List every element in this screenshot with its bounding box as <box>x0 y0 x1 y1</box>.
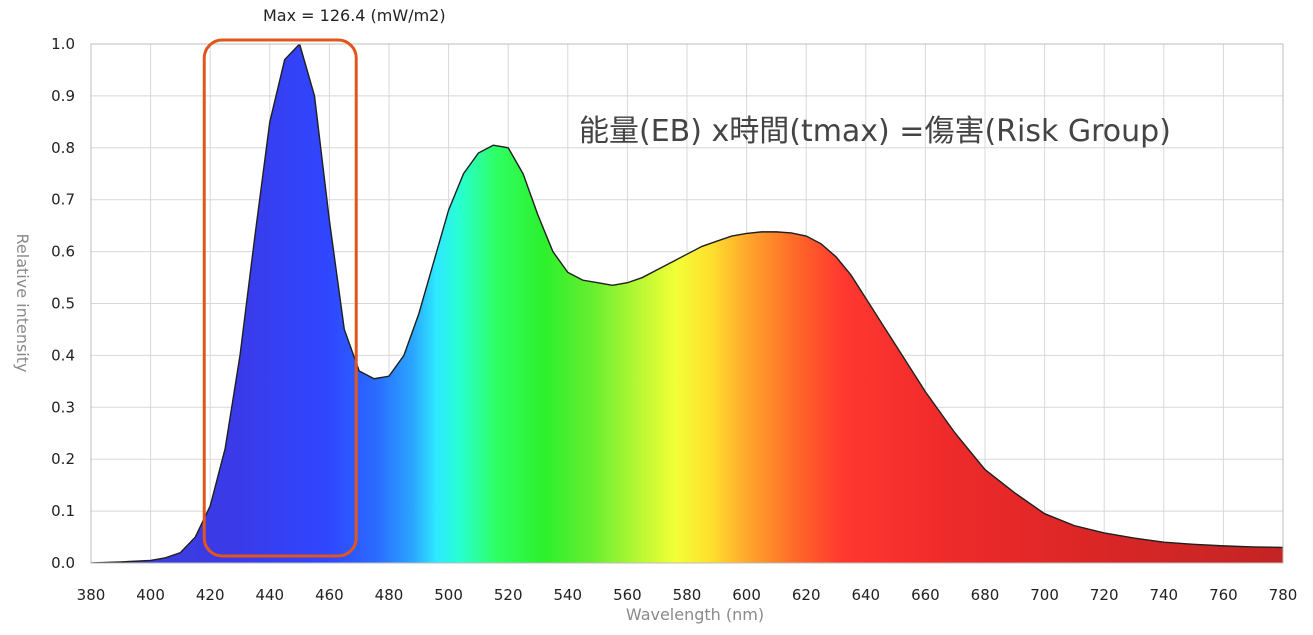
x-tick-label: 540 <box>553 586 582 604</box>
x-tick-label: 660 <box>911 586 940 604</box>
y-tick-label: 0.3 <box>51 398 75 416</box>
plot-border <box>90 43 1284 564</box>
x-tick-label: 740 <box>1149 586 1178 604</box>
y-tick-label: 1.0 <box>51 35 75 53</box>
spectrum-area <box>91 44 1283 563</box>
y-tick-label: 0.4 <box>51 346 75 364</box>
x-tick-label: 700 <box>1030 586 1059 604</box>
spectrum-line <box>91 44 1283 563</box>
x-tick-label: 520 <box>494 586 523 604</box>
x-tick-label: 760 <box>1209 586 1238 604</box>
x-tick-label: 680 <box>971 586 1000 604</box>
chart-title: Max = 126.4 (mW/m2) <box>263 6 446 25</box>
y-tick-label: 0.7 <box>51 191 75 209</box>
x-tick-labels: 380 400 420 440 460 480 500 520 540 560 580 600 620 6… <box>77 586 1298 604</box>
spectrum-area-layer <box>91 44 1283 563</box>
blue-light-highlight-box <box>202 38 358 558</box>
x-tick-label: 620 <box>792 586 821 604</box>
x-tick-label: 500 <box>434 586 463 604</box>
y-tick-label: 0.9 <box>51 87 75 105</box>
y-tick-labels: 0.0 0.1 0.2 0.3 0.4 0.5 0.6 0.7 0.8 0.9 1.0 <box>51 35 75 572</box>
x-tick-label: 560 <box>613 586 642 604</box>
y-tick-label: 0.5 <box>51 295 75 313</box>
x-tick-label: 400 <box>136 586 165 604</box>
x-tick-label: 600 <box>732 586 761 604</box>
chart-annotation: 能量(EB) x時間(tmax) =傷害(Risk Group) <box>579 114 1171 149</box>
x-tick-label: 480 <box>375 586 404 604</box>
y-tick-label: 0.6 <box>51 243 75 261</box>
x-tick-label: 440 <box>255 586 284 604</box>
x-tick-label: 380 <box>77 586 106 604</box>
plot-frame <box>90 43 1284 564</box>
y-tick-label: 0.1 <box>51 502 75 520</box>
x-axis-label: Wavelength (nm) <box>626 605 764 624</box>
y-tick-label: 0.0 <box>51 554 75 572</box>
x-tick-label: 580 <box>673 586 702 604</box>
x-tick-label: 420 <box>196 586 225 604</box>
x-tick-label: 460 <box>315 586 344 604</box>
x-tick-label: 720 <box>1090 586 1119 604</box>
y-tick-label: 0.8 <box>51 139 75 157</box>
y-tick-label: 0.2 <box>51 450 75 468</box>
x-tick-label: 640 <box>851 586 880 604</box>
x-tick-label: 780 <box>1269 586 1298 604</box>
y-axis-label: Relative intensity <box>13 234 32 373</box>
